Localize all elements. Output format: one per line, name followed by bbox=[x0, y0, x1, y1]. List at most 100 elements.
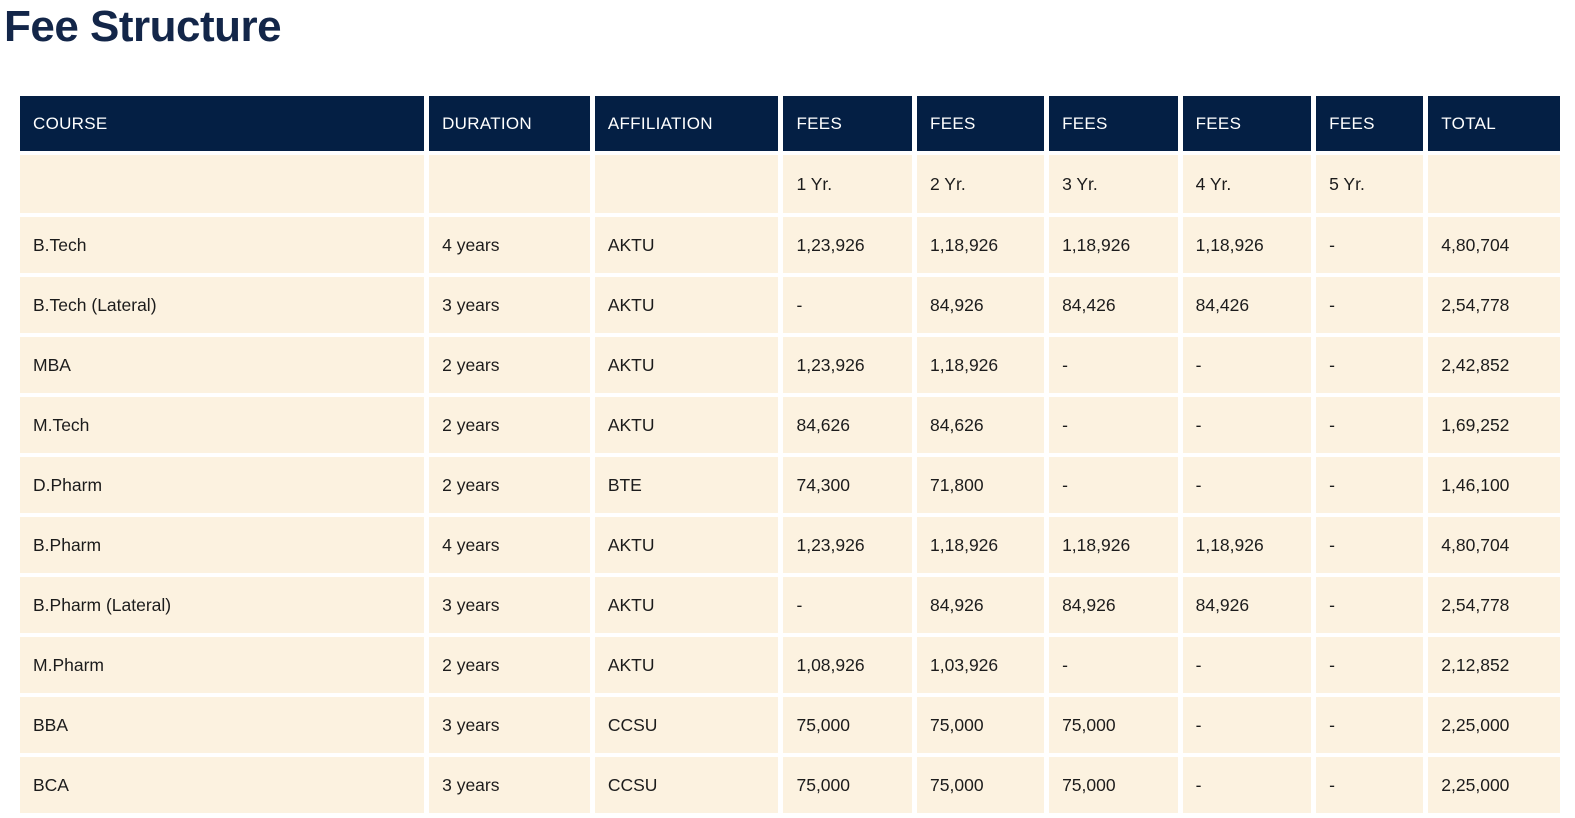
affiliation-cell: AKTU bbox=[594, 397, 779, 453]
fees-yr5-cell: - bbox=[1316, 337, 1424, 393]
duration-cell: 3 years bbox=[429, 577, 590, 633]
fees-yr3-cell: 1,18,926 bbox=[1049, 517, 1178, 573]
fees-yr2-cell: 75,000 bbox=[917, 757, 1045, 813]
total-cell: 2,25,000 bbox=[1428, 697, 1560, 753]
course-cell: M.Pharm bbox=[20, 637, 425, 693]
total-cell: 2,54,778 bbox=[1428, 577, 1560, 633]
fees-yr2-cell: 84,926 bbox=[917, 577, 1045, 633]
table-row: MBA 2 years AKTU 1,23,926 1,18,926- - -2,42,85… bbox=[20, 337, 1560, 393]
fees-yr5-cell: - bbox=[1316, 517, 1424, 573]
year-label-3yr: 3 Yr. bbox=[1049, 155, 1178, 213]
fees-yr1-cell: 74,300 bbox=[783, 457, 913, 513]
affiliation-cell: AKTU bbox=[594, 637, 779, 693]
table-row: BCA 3 years CCSU 75,000 75,000 75,000- -2,25,0… bbox=[20, 757, 1560, 813]
empty-subheader-cell bbox=[594, 155, 779, 213]
fees-yr5-cell: - bbox=[1316, 277, 1424, 333]
empty-subheader-cell bbox=[1428, 155, 1560, 213]
fees-yr2-cell: 1,18,926 bbox=[917, 337, 1045, 393]
table-row: B.Tech 4 years AKTU 1,23,926 1,18,926 1,18,92… bbox=[20, 217, 1560, 273]
duration-cell: 4 years bbox=[429, 217, 590, 273]
fees-yr1-cell: 1,23,926 bbox=[783, 337, 913, 393]
fees-yr1-cell: - bbox=[783, 277, 913, 333]
course-cell: B.Pharm (Lateral) bbox=[20, 577, 425, 633]
fees-yr4-cell: 84,426 bbox=[1182, 277, 1312, 333]
course-cell: M.Tech bbox=[20, 397, 425, 453]
fees-yr4-cell: - bbox=[1182, 337, 1312, 393]
duration-cell: 4 years bbox=[429, 517, 590, 573]
duration-cell: 2 years bbox=[429, 637, 590, 693]
fees-yr2-cell: 75,000 bbox=[917, 697, 1045, 753]
duration-cell: 3 years bbox=[429, 697, 590, 753]
fees-yr3-cell: 1,18,926 bbox=[1049, 217, 1178, 273]
column-header-3-fees: FEES bbox=[783, 96, 913, 151]
column-header-4-fees: FEES bbox=[917, 96, 1045, 151]
year-label-5yr: 5 Yr. bbox=[1316, 155, 1424, 213]
total-cell: 4,80,704 bbox=[1428, 517, 1560, 573]
fees-yr1-cell: 75,000 bbox=[783, 697, 913, 753]
fees-yr5-cell: - bbox=[1316, 217, 1424, 273]
year-label-1yr: 1 Yr. bbox=[783, 155, 913, 213]
fees-yr4-cell: 1,18,926 bbox=[1182, 217, 1312, 273]
fees-yr2-cell: 71,800 bbox=[917, 457, 1045, 513]
affiliation-cell: AKTU bbox=[594, 517, 779, 573]
fees-yr5-cell: - bbox=[1316, 397, 1424, 453]
affiliation-cell: BTE bbox=[594, 457, 779, 513]
course-cell: MBA bbox=[20, 337, 425, 393]
fees-yr1-cell: 75,000 bbox=[783, 757, 913, 813]
fees-yr2-cell: 1,03,926 bbox=[917, 637, 1045, 693]
affiliation-cell: AKTU bbox=[594, 217, 779, 273]
fees-yr5-cell: - bbox=[1316, 637, 1424, 693]
column-header-7-fees: FEES bbox=[1316, 96, 1424, 151]
fees-yr4-cell: 84,926 bbox=[1182, 577, 1312, 633]
total-cell: 2,25,000 bbox=[1428, 757, 1560, 813]
fees-yr1-cell: 1,08,926 bbox=[783, 637, 913, 693]
fees-yr4-cell: - bbox=[1182, 637, 1312, 693]
fees-yr4-cell: - bbox=[1182, 757, 1312, 813]
year-label-4yr: 4 Yr. bbox=[1182, 155, 1312, 213]
table-row: B.Pharm (Lateral) 3 years AKTU -84,926 84,92… bbox=[20, 577, 1560, 633]
column-header-2-affiliation: AFFILIATION bbox=[594, 96, 779, 151]
duration-cell: 2 years bbox=[429, 457, 590, 513]
fees-yr5-cell: - bbox=[1316, 697, 1424, 753]
year-subheader-row: 1 Yr. 2 Yr. 3 Yr. 4 Yr. 5 Yr. bbox=[20, 155, 1560, 213]
year-label-2yr: 2 Yr. bbox=[917, 155, 1045, 213]
table-row: B.Tech (Lateral) 3 years AKTU -84,926 84,426… bbox=[20, 277, 1560, 333]
fees-yr3-cell: 84,426 bbox=[1049, 277, 1178, 333]
fees-yr1-cell: 84,626 bbox=[783, 397, 913, 453]
table-row: D.Pharm 2 years BTE 74,300 71,800- - -1,46,100 bbox=[20, 457, 1560, 513]
fees-yr4-cell: - bbox=[1182, 697, 1312, 753]
course-cell: D.Pharm bbox=[20, 457, 425, 513]
total-cell: 4,80,704 bbox=[1428, 217, 1560, 273]
header-row: COURSE DURATION AFFILIATION FEES FEES FEES FEE… bbox=[20, 96, 1560, 151]
fees-yr3-cell: - bbox=[1049, 457, 1178, 513]
fees-yr2-cell: 1,18,926 bbox=[917, 517, 1045, 573]
fees-yr3-cell: - bbox=[1049, 397, 1178, 453]
fee-table-body: 1 Yr. 2 Yr. 3 Yr. 4 Yr. 5 Yr. B.Tech 4 years A… bbox=[20, 155, 1560, 813]
duration-cell: 3 years bbox=[429, 277, 590, 333]
duration-cell: 2 years bbox=[429, 337, 590, 393]
table-row: BBA 3 years CCSU 75,000 75,000 75,000- -2,25,0… bbox=[20, 697, 1560, 753]
course-cell: BCA bbox=[20, 757, 425, 813]
course-cell: BBA bbox=[20, 697, 425, 753]
course-cell: B.Pharm bbox=[20, 517, 425, 573]
fees-yr3-cell: - bbox=[1049, 637, 1178, 693]
fee-structure-table: COURSE DURATION AFFILIATION FEES FEES FEES FEE… bbox=[15, 92, 1565, 817]
fees-yr4-cell: 1,18,926 bbox=[1182, 517, 1312, 573]
fees-yr2-cell: 1,18,926 bbox=[917, 217, 1045, 273]
course-cell: B.Tech (Lateral) bbox=[20, 277, 425, 333]
fees-yr2-cell: 84,626 bbox=[917, 397, 1045, 453]
column-header-0-course: COURSE bbox=[20, 96, 425, 151]
affiliation-cell: AKTU bbox=[594, 337, 779, 393]
fees-yr3-cell: 75,000 bbox=[1049, 757, 1178, 813]
fees-yr3-cell: - bbox=[1049, 337, 1178, 393]
total-cell: 2,54,778 bbox=[1428, 277, 1560, 333]
fees-yr1-cell: 1,23,926 bbox=[783, 517, 913, 573]
empty-subheader-cell bbox=[429, 155, 590, 213]
fees-yr5-cell: - bbox=[1316, 577, 1424, 633]
table-row: M.Tech 2 years AKTU 84,626 84,626- - -1,69,252 bbox=[20, 397, 1560, 453]
fees-yr5-cell: - bbox=[1316, 757, 1424, 813]
table-row: M.Pharm 2 years AKTU 1,08,926 1,03,926- - -2,1… bbox=[20, 637, 1560, 693]
empty-subheader-cell bbox=[20, 155, 425, 213]
affiliation-cell: AKTU bbox=[594, 577, 779, 633]
total-cell: 2,12,852 bbox=[1428, 637, 1560, 693]
